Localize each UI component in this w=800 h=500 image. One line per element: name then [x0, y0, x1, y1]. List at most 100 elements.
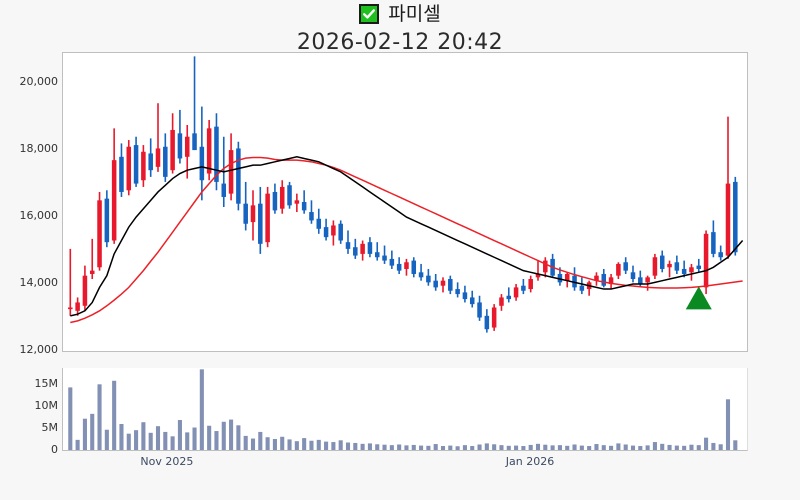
volume-bar: [725, 399, 731, 450]
volume-bar: [134, 430, 139, 450]
volume-bar: [316, 439, 321, 450]
volume-bar: [601, 445, 606, 450]
volume-bar: [426, 445, 431, 450]
volume-tick-label: 0: [51, 443, 58, 456]
volume-bar: [492, 444, 497, 450]
volume-bar: [185, 432, 190, 450]
volume-bar: [141, 422, 146, 450]
price-tick-label: 18,000: [19, 142, 59, 156]
volume-bar: [214, 431, 219, 450]
volume-bar: [689, 444, 694, 450]
x-tick-label: Nov 2025: [140, 455, 194, 468]
volume-tick-label: 5M: [41, 420, 59, 434]
volume-bar: [514, 445, 519, 450]
price-tick-label: 20,000: [19, 75, 59, 89]
volume-bar: [711, 442, 716, 450]
volume-bar: [287, 439, 292, 450]
volume-bar: [733, 440, 738, 450]
title-row: 파미셀: [0, 0, 800, 28]
volume-bar: [557, 445, 562, 450]
ma-long-line: [70, 156, 743, 324]
volume-bar: [528, 444, 533, 450]
volume-tick-label: 15M: [34, 376, 59, 390]
volume-bar: [389, 445, 394, 450]
volume-bar: [221, 421, 226, 450]
price-tick-label: 14,000: [19, 276, 59, 290]
volume-bar: [718, 444, 723, 450]
volume-bar: [272, 438, 277, 450]
volume-bar: [572, 444, 577, 450]
volume-bar: [302, 438, 307, 450]
volume-bar: [645, 445, 650, 450]
volume-bar: [345, 442, 351, 450]
volume-bar: [68, 387, 73, 450]
volume-bar: [462, 445, 467, 450]
volume-bar: [324, 441, 329, 450]
volume-bar: [177, 420, 182, 450]
volume-bar: [163, 431, 168, 450]
volume-bar: [419, 445, 424, 450]
volume-bar: [543, 444, 548, 450]
volume-bar: [623, 444, 628, 450]
volume-bar: [75, 439, 80, 450]
volume-bar: [360, 443, 365, 450]
volume-bar: [280, 436, 285, 450]
chart-header: 파미셀 2026-02-12 20:42: [0, 0, 800, 55]
volume-bar: [199, 369, 204, 450]
volume-bar: [367, 443, 372, 450]
volume-bar: [630, 445, 636, 450]
volume-bar: [112, 380, 117, 450]
volume-bar: [331, 442, 336, 450]
volume-bar: [696, 445, 701, 450]
volume-bar: [506, 445, 511, 450]
volume-bar: [550, 445, 555, 450]
volume-bar: [477, 444, 482, 450]
volume-bar: [243, 435, 248, 450]
volume-bar: [90, 413, 95, 450]
volume-bar: [309, 440, 314, 450]
volume-bar: [440, 446, 446, 450]
buy-signal-triangle: [685, 286, 712, 310]
volume-bar: [265, 437, 270, 450]
volume-bar: [250, 438, 256, 450]
volume-bar: [609, 445, 614, 450]
price-chart-panel[interactable]: [62, 52, 748, 352]
green-check-icon: [359, 4, 380, 24]
volume-bar: [521, 446, 526, 450]
price-chart-svg: [68, 56, 744, 333]
x-tick-label: Jan 2026: [505, 455, 555, 468]
volume-bar: [433, 444, 438, 450]
volume-bar: [126, 433, 131, 450]
volume-bar: [192, 427, 197, 450]
volume-bar: [397, 444, 402, 450]
volume-bar: [652, 442, 657, 450]
page-title: 파미셀: [388, 3, 441, 25]
volume-bar: [82, 418, 87, 450]
price-tick-label: 16,000: [19, 209, 59, 223]
volume-bar: [229, 419, 234, 450]
volume-bar: [207, 425, 212, 450]
volume-bar: [682, 445, 687, 450]
volume-bar: [236, 425, 241, 450]
volume-bar: [535, 443, 541, 450]
volume-bar: [104, 429, 109, 450]
volume-bar: [484, 443, 489, 450]
volume-bar: [170, 436, 175, 450]
volume-bar: [638, 446, 643, 450]
volume-bar: [674, 445, 679, 450]
volume-bar: [704, 437, 709, 450]
volume-bar: [338, 440, 343, 450]
price-tick-label: 12,000: [19, 343, 59, 356]
ma-short-line: [70, 156, 744, 317]
volume-bar: [594, 444, 599, 450]
volume-bar: [565, 445, 570, 450]
volume-bar: [499, 445, 504, 450]
volume-chart-panel[interactable]: [62, 368, 748, 451]
volume-bar: [579, 445, 584, 450]
volume-bar: [470, 446, 475, 450]
volume-bar: [148, 432, 153, 450]
volume-bar: [97, 384, 102, 450]
volume-bar: [404, 445, 409, 450]
volume-tick-label: 10M: [34, 398, 59, 412]
